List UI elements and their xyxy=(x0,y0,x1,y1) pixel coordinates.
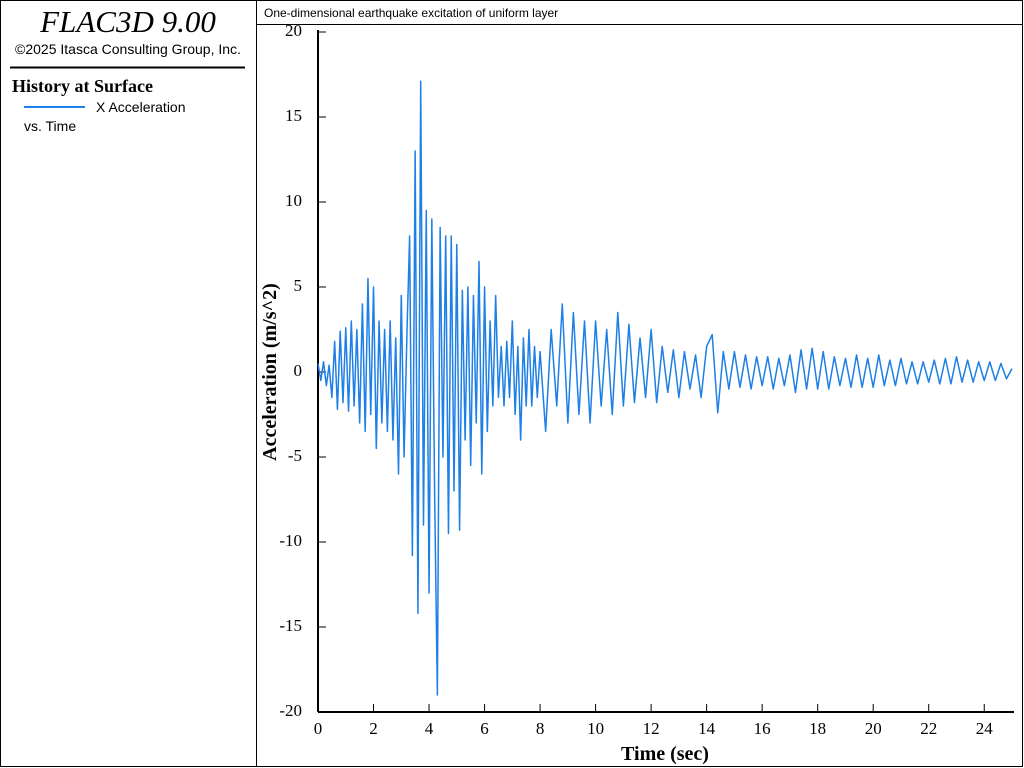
legend-label: X Acceleration xyxy=(96,99,186,115)
y-tick-label: -15 xyxy=(279,616,302,635)
x-tick-label: 14 xyxy=(698,719,716,738)
x-tick-label: 18 xyxy=(809,719,826,738)
y-tick-label: 0 xyxy=(294,361,303,380)
y-tick-label: 5 xyxy=(294,276,303,295)
x-tick-label: 6 xyxy=(480,719,489,738)
copyright: ©2025 Itasca Consulting Group, Inc. xyxy=(15,41,241,57)
x-tick-label: 16 xyxy=(754,719,771,738)
y-tick-label: 20 xyxy=(285,21,302,40)
x-tick-label: 4 xyxy=(425,719,434,738)
x-tick-label: 22 xyxy=(920,719,937,738)
x-tick-label: 20 xyxy=(865,719,882,738)
x-tick-label: 10 xyxy=(587,719,604,738)
x-axis-label: Time (sec) xyxy=(621,743,709,765)
x-tick-label: 24 xyxy=(976,719,994,738)
y-tick-label: -10 xyxy=(279,531,302,550)
data-line xyxy=(317,80,1013,696)
app-title: FLAC3D 9.00 xyxy=(39,4,216,39)
x-tick-label: 2 xyxy=(369,719,378,738)
x-tick-label: 12 xyxy=(643,719,660,738)
plot-title: One-dimensional earthquake excitation of… xyxy=(264,6,558,20)
x-tick-label: 8 xyxy=(536,719,545,738)
y-tick-label: 15 xyxy=(285,106,302,125)
y-tick-label: -20 xyxy=(279,701,302,720)
y-tick-label: -5 xyxy=(288,446,302,465)
y-tick-label: 10 xyxy=(285,191,302,210)
x-tick-label: 0 xyxy=(314,719,323,738)
legend-versus: vs. Time xyxy=(24,118,76,134)
y-axis-label: Acceleration (m/s^2) xyxy=(259,283,281,461)
history-heading: History at Surface xyxy=(12,76,153,96)
